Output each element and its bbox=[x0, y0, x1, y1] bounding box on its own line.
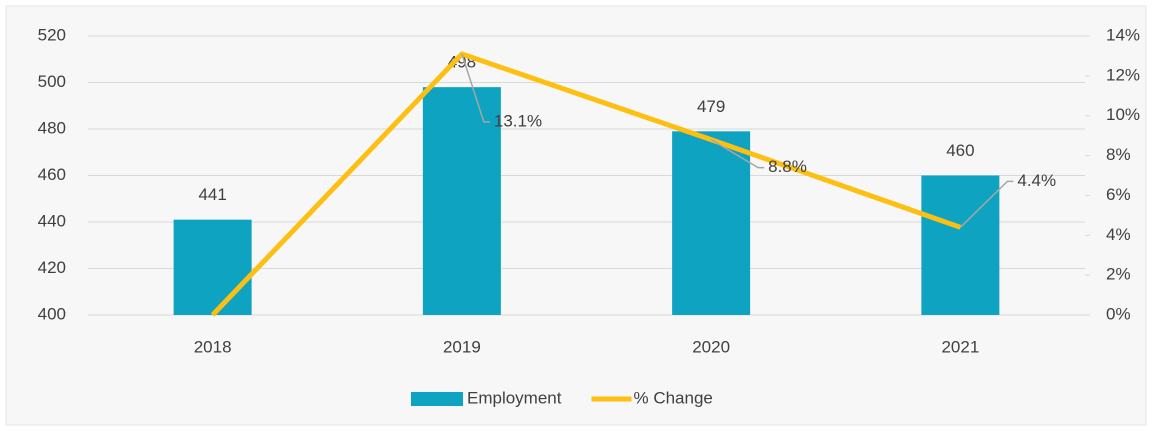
y-tick-label: 520 bbox=[38, 25, 66, 44]
y-tick-label: 420 bbox=[38, 258, 66, 277]
y2-tick-label: 6% bbox=[1106, 185, 1131, 204]
x-tick-label: 2019 bbox=[443, 337, 481, 356]
y2-tick-label: 2% bbox=[1106, 265, 1131, 284]
line-value-label: 8.8% bbox=[768, 157, 807, 176]
bar bbox=[173, 219, 252, 315]
y-tick-label: 480 bbox=[38, 118, 66, 137]
x-tick-label: 2020 bbox=[692, 337, 730, 356]
y2-tick-label: 8% bbox=[1106, 145, 1131, 164]
leader-line bbox=[959, 180, 1014, 228]
y2-tick-label: 14% bbox=[1106, 25, 1140, 44]
line bbox=[210, 51, 962, 317]
y-tick-label: 460 bbox=[38, 165, 66, 184]
bar-value-label: 441 bbox=[198, 185, 226, 204]
x-tick-label: 2018 bbox=[194, 337, 232, 356]
x-tick-label: 2021 bbox=[941, 337, 979, 356]
bar bbox=[921, 175, 1000, 315]
bar bbox=[672, 131, 751, 315]
y-tick-label: 400 bbox=[38, 304, 66, 323]
bar-value-label: 479 bbox=[697, 97, 725, 116]
y2-tick-label: 4% bbox=[1106, 225, 1131, 244]
legend-label: Employment bbox=[467, 388, 562, 407]
y2-tick-label: 10% bbox=[1106, 105, 1140, 124]
legend-label: % Change bbox=[633, 388, 712, 407]
legend-swatch bbox=[411, 392, 463, 406]
y-tick-label: 500 bbox=[38, 72, 66, 91]
bar-value-label: 460 bbox=[946, 141, 974, 160]
line-value-label: 4.4% bbox=[1017, 171, 1056, 190]
bar bbox=[422, 87, 501, 316]
leader-line bbox=[461, 53, 490, 123]
leader-line bbox=[710, 138, 765, 169]
line-value-label: 13.1% bbox=[494, 111, 542, 130]
y2-tick-label: 0% bbox=[1106, 304, 1131, 323]
y-tick-label: 440 bbox=[38, 211, 66, 230]
y2-tick-label: 12% bbox=[1106, 65, 1140, 84]
